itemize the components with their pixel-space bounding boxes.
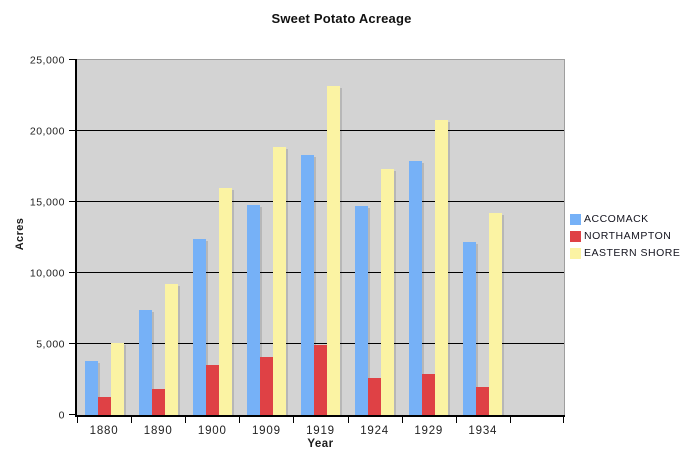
x-axis-tick: [185, 417, 187, 423]
bar-northampton: [97, 397, 111, 415]
x-axis-category-label: 1909: [251, 425, 281, 437]
y-axis-tick: [69, 272, 75, 273]
bar-eastern-shore: [489, 213, 503, 415]
bar-northampton: [476, 386, 490, 415]
gridline: [77, 343, 564, 344]
y-axis-tick: [69, 59, 75, 60]
y-axis-title: Acres: [14, 217, 26, 251]
legend-swatch: [570, 230, 581, 242]
bar-eastern-shore: [164, 283, 178, 415]
x-axis-tick: [509, 417, 511, 423]
bar-accomack: [301, 155, 314, 415]
y-axis-line: [75, 59, 77, 417]
legend-label: NORTHAMPTON: [584, 230, 672, 242]
bar-accomack: [84, 361, 98, 415]
y-axis-tick: [69, 343, 75, 344]
bar-accomack: [355, 206, 369, 415]
y-axis-tick-label: 20,000: [29, 124, 65, 137]
x-axis-tick: [293, 417, 295, 423]
bar-northampton: [151, 389, 165, 415]
legend-swatch: [570, 213, 581, 225]
legend-item: EASTERN SHORE: [570, 247, 680, 259]
x-axis-category-label: 1880: [89, 425, 119, 437]
bar-accomack: [409, 160, 423, 415]
bar-eastern-shore: [218, 187, 232, 415]
x-axis-tick: [563, 417, 564, 423]
y-axis-tick-label: 25,000: [29, 53, 65, 66]
x-axis-tick: [347, 417, 349, 423]
x-axis-tick: [239, 417, 241, 423]
y-axis-tick: [69, 414, 75, 415]
bar-accomack: [192, 238, 206, 415]
chart-title: Sweet Potato Acreage: [271, 11, 412, 26]
gridline: [77, 130, 564, 131]
legend-label: EASTERN SHORE: [584, 247, 681, 259]
bar-northampton: [314, 345, 327, 415]
bar-eastern-shore: [110, 342, 124, 415]
legend-swatch: [570, 247, 581, 259]
x-axis-tick: [131, 417, 133, 423]
x-axis-category-label: 1900: [197, 425, 227, 437]
bar-northampton: [205, 365, 219, 415]
bar-northampton: [368, 378, 382, 415]
x-axis-category-label: 1890: [143, 425, 173, 437]
bar-accomack: [138, 309, 152, 415]
y-axis-tick-label: 5,000: [36, 337, 65, 350]
legend-item: NORTHAMPTON: [570, 230, 680, 242]
bar-eastern-shore: [327, 85, 340, 415]
legend-label: ACCOMACK: [584, 213, 649, 225]
x-axis-line: [75, 415, 565, 417]
bar-eastern-shore: [381, 169, 395, 415]
y-axis-tick: [69, 201, 75, 202]
x-axis-category-label: 1929: [414, 425, 444, 437]
x-axis-tick: [455, 417, 457, 423]
plot-area: 0 5,000 10,000 15,000 20,000 25,000 1880 1890 19…: [30, 55, 565, 437]
y-axis-tick-label: 0: [58, 408, 65, 421]
gridline: [77, 201, 564, 202]
y-axis-tick: [69, 130, 75, 131]
x-axis-category-label: 1924: [360, 425, 389, 437]
x-axis-category-label: 1934: [468, 425, 498, 437]
y-axis-tick-label: 15,000: [29, 195, 65, 208]
x-axis-tick: [77, 417, 78, 423]
bar-accomack: [246, 204, 260, 415]
y-axis-tick-label: 10,000: [29, 266, 65, 279]
bar-eastern-shore: [272, 146, 286, 415]
bar-eastern-shore: [435, 119, 449, 415]
legend-item: ACCOMACK: [570, 213, 680, 225]
x-axis-tick: [401, 417, 403, 423]
x-axis-category-label: 1919: [306, 425, 335, 437]
bar-northampton: [259, 356, 273, 415]
bar-northampton: [422, 373, 436, 415]
legend: ACCOMACK NORTHAMPTON EASTERN SHORE: [570, 213, 680, 259]
x-axis-title: Year: [307, 438, 334, 450]
gridline: [77, 272, 564, 273]
bar-accomack: [463, 241, 477, 415]
